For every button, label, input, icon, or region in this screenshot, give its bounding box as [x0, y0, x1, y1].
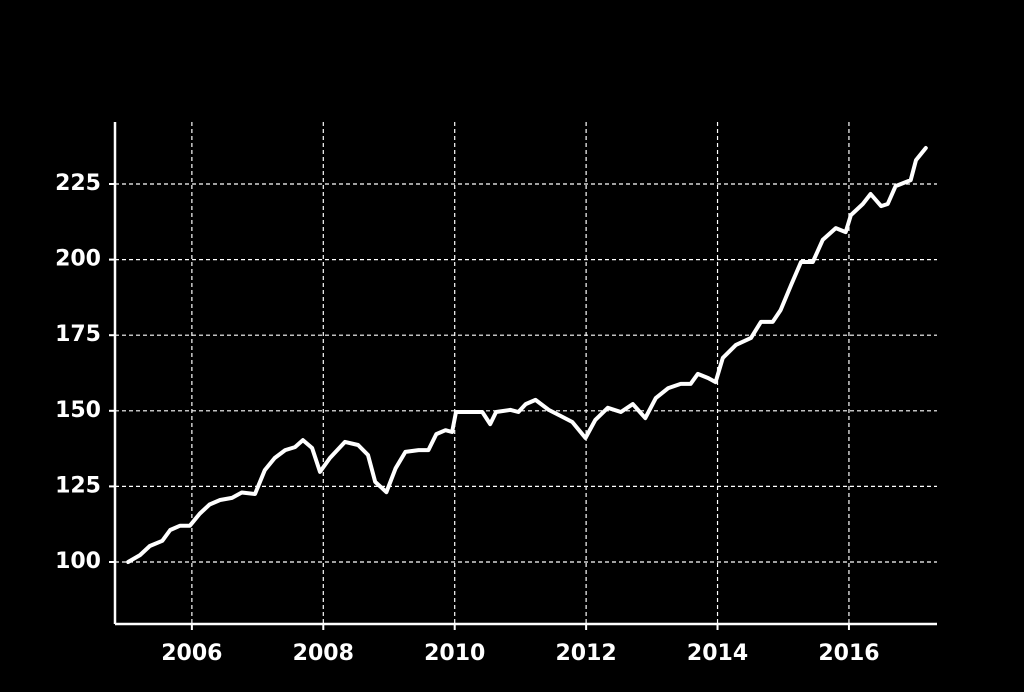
y-tick-label: 225	[55, 171, 101, 196]
y-tick-label: 125	[55, 473, 101, 498]
x-tick-label: 2012	[556, 641, 617, 666]
y-tick-label: 175	[55, 322, 101, 347]
x-tick-label: 2010	[424, 641, 485, 666]
x-tick-label: 2006	[161, 641, 222, 666]
y-tick-label: 200	[55, 247, 101, 272]
y-tick-label: 150	[55, 398, 101, 423]
y-tick-label: 100	[55, 549, 101, 574]
data-line	[126, 146, 928, 564]
x-tick-label: 2008	[293, 641, 354, 666]
x-tick-label: 2014	[687, 641, 748, 666]
x-tick-label: 2016	[818, 641, 879, 666]
